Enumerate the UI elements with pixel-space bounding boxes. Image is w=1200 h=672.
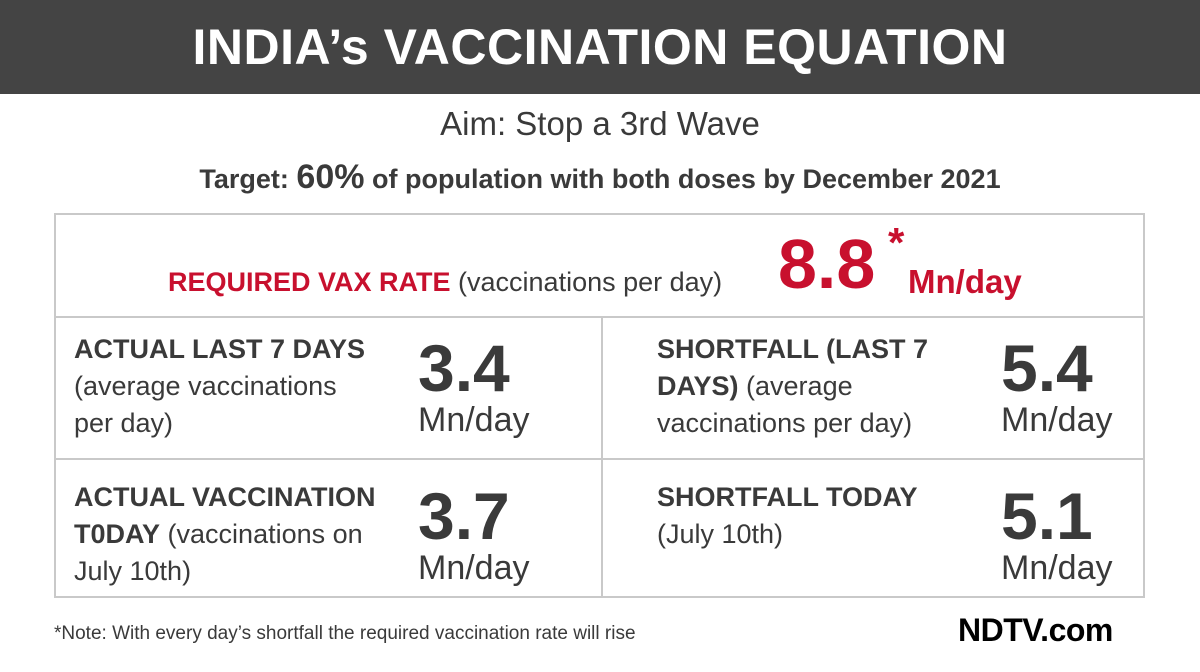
cell-title: SHORTFALL TODAY: [657, 482, 918, 512]
cell-desc: (July 10th): [657, 519, 784, 549]
required-rate-value: 8.8: [778, 225, 876, 303]
cell-title: SHORTFALL (LAST 7 DAYS): [657, 334, 929, 401]
target-suffix: of population with both doses by Decembe…: [364, 164, 1001, 194]
cell-shortfall-today-text: SHORTFALL TODAY (July 10th): [657, 479, 957, 553]
cell-title: ACTUAL LAST 7 DAYS: [74, 334, 366, 364]
grid-divider-vertical: [601, 316, 603, 598]
required-rate-row: REQUIRED VAX RATE (vaccinations per day)…: [56, 215, 1143, 318]
cell-title: ACTUAL VACCINATION T0DAY: [74, 482, 376, 549]
page-title: INDIA’s VACCINATION EQUATION: [192, 19, 1008, 75]
aim-text: Aim: Stop a 3rd Wave: [440, 105, 760, 142]
footnote: *Note: With every day’s shortfall the re…: [54, 623, 636, 644]
ndtv-logo: NDTV.com: [958, 612, 1113, 648]
title-banner: INDIA’s VACCINATION EQUATION: [0, 0, 1200, 94]
cell-shortfall-last-7-days-text: SHORTFALL (LAST 7 DAYS) (average vaccina…: [657, 331, 957, 442]
cell-shortfall-today-value: 5.1: [1001, 479, 1093, 553]
cell-actual-today-unit: Mn/day: [418, 549, 530, 587]
cell-actual-today-value: 3.7: [418, 479, 510, 553]
target-prefix: Target:: [199, 164, 297, 194]
cell-shortfall-last-7-days-unit: Mn/day: [1001, 401, 1113, 439]
cell-actual-last-7-days-unit: Mn/day: [418, 401, 530, 439]
grid-divider-horizontal: [56, 458, 1143, 460]
cell-shortfall-today-unit: Mn/day: [1001, 549, 1113, 587]
cell-actual-today-text: ACTUAL VACCINATION T0DAY (vaccinations o…: [74, 479, 399, 590]
required-rate-unit: Mn/day: [908, 263, 1022, 300]
cell-actual-last-7-days-text: ACTUAL LAST 7 DAYS (average vaccinations …: [74, 331, 374, 442]
required-rate-label-bold: REQUIRED VAX RATE: [168, 267, 451, 297]
cell-desc: (average vaccinations per day): [74, 371, 337, 438]
target-text: Target: 60% of population with both dose…: [0, 158, 1200, 197]
cell-desc: (vaccinations on July 10th): [74, 519, 363, 586]
cell-shortfall-last-7-days-value: 5.4: [1001, 331, 1093, 405]
target-value: 60%: [296, 158, 365, 196]
required-rate-label-rest: (vaccinations per day): [450, 267, 723, 297]
cell-desc: (average vaccinations per day): [657, 371, 913, 438]
stats-box: REQUIRED VAX RATE (vaccinations per day)…: [54, 213, 1145, 598]
cell-actual-last-7-days-value: 3.4: [418, 331, 510, 405]
required-rate-asterisk: *: [888, 219, 905, 266]
required-rate-label: REQUIRED VAX RATE (vaccinations per day): [168, 267, 722, 298]
